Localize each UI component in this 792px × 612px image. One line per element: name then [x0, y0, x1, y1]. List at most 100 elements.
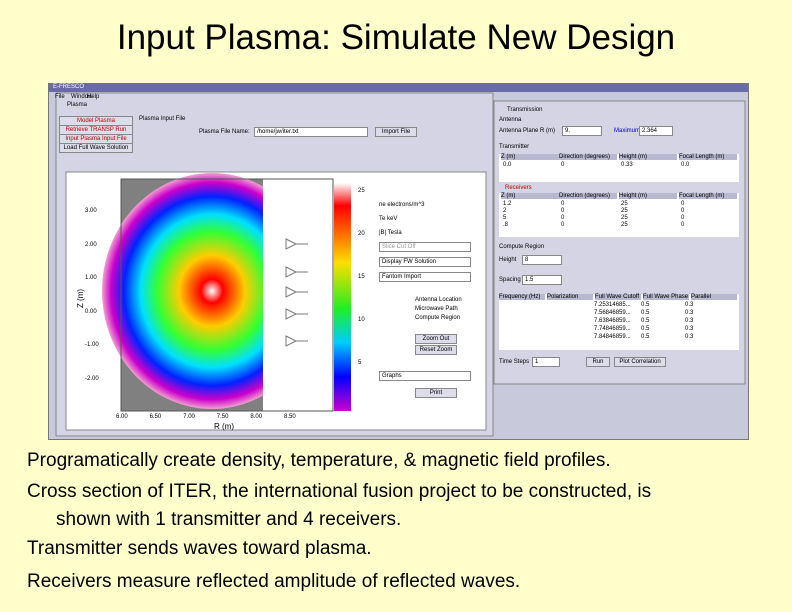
section-label: Receivers [505, 185, 532, 191]
radio-option[interactable]: Te keV [379, 216, 398, 222]
plot-margin [263, 179, 333, 411]
table-cell: 0.3 [685, 326, 694, 332]
height-label: Height [499, 257, 517, 263]
table-cell: 0 [681, 222, 685, 228]
antennas [285, 238, 308, 347]
plasma-button[interactable]: Load Full Wave Solution [59, 143, 133, 153]
table-cell: 0.3 [685, 310, 694, 316]
time-steps-label: Time Steps [499, 359, 530, 365]
y-tick-label: 1.00 [85, 275, 97, 282]
menu-item[interactable]: File [55, 94, 65, 100]
plot-border [120, 178, 334, 412]
table-cell: 2 [503, 208, 507, 214]
column-header: Focal Length (m) [679, 154, 737, 160]
table-cell: 7.84846859... [594, 334, 631, 340]
bullet-text: shown with 1 transmitter and 4 receivers… [56, 509, 402, 530]
dropdown[interactable]: Fantom Import [379, 272, 471, 282]
colorbar [334, 183, 351, 411]
y-tick-label: 2.00 [85, 241, 97, 248]
y-tick-label: 3.00 [85, 208, 97, 214]
dropdown[interactable]: Display FW Solution [379, 257, 471, 267]
file-field[interactable]: /home/jw/iter.txt [254, 127, 368, 137]
maximum-label: Maximum [614, 128, 641, 134]
column-header: Polarization [547, 294, 593, 300]
column-header: Height (m) [619, 154, 677, 160]
section-label: Antenna [499, 117, 522, 123]
table-cell: 0.0 [503, 162, 512, 168]
import-button[interactable]: Import File [375, 127, 417, 137]
bullet-text: Programatically create density, temperat… [27, 450, 611, 471]
x-tick-label: 7.00 [183, 414, 195, 420]
table-cell: 0.5 [641, 334, 650, 340]
bullet-text: Cross section of ITER, the international… [27, 481, 652, 502]
checkbox[interactable]: Compute Region [415, 315, 461, 321]
column-header: Direction (degrees) [559, 193, 617, 199]
column-header: Height (m) [619, 193, 677, 199]
run-button[interactable]: Run [586, 357, 610, 367]
table-cell: 7.63846859... [594, 318, 631, 324]
table-cell: 0.33 [621, 162, 633, 168]
title-bar [49, 84, 748, 92]
table-cell: .8 [503, 222, 509, 228]
table-cell: 25 [621, 208, 628, 214]
table-cell: 0 [561, 215, 565, 221]
table-cell: 0 [681, 201, 685, 207]
y-tick-label: 0.00 [85, 308, 97, 315]
table-cell: 0 [561, 222, 565, 228]
column-header: Parallel [691, 294, 737, 300]
app-screenshot: E-FRESCO File Window Help Plasma Model Plasma… [48, 83, 749, 440]
table-cell: 0.3 [685, 302, 694, 308]
menu-item[interactable]: Window [71, 94, 93, 100]
colorbar-label: 25 [358, 188, 365, 194]
radio-option[interactable]: |B| Tesla [379, 230, 402, 236]
section-label: Transmitter [499, 144, 530, 150]
column-header: Z (m) [501, 154, 559, 160]
zoom-button[interactable]: Zoom Out [415, 334, 457, 344]
dropdown[interactable]: Slice Cut Off [379, 242, 471, 252]
table-bg [499, 193, 739, 237]
table-cell: 25 [621, 222, 628, 228]
table-cell: 0 [561, 162, 565, 168]
menu-item[interactable]: Help [87, 94, 100, 100]
plot-correlation-button[interactable]: Plot Correlation [614, 357, 666, 367]
x-tick-label: 8.50 [284, 414, 296, 420]
table-cell: 0.3 [685, 334, 694, 340]
colorbar-label: 5 [358, 360, 362, 366]
slide-title: Input Plasma: Simulate New Design [116, 18, 676, 57]
radio-option[interactable]: ne electrons/m^3 [379, 202, 425, 208]
table-cell: 1.2 [503, 201, 512, 207]
y-tick-label: -1.00 [85, 342, 99, 349]
x-tick-label: 6.00 [116, 414, 128, 420]
x-axis-label: R (m) [214, 422, 234, 431]
checkbox[interactable]: Microwave Path [415, 306, 458, 312]
print-button[interactable]: Print [415, 388, 457, 398]
window-title: E-FRESCO [53, 84, 85, 90]
checkbox[interactable]: Antenna Location [415, 297, 462, 303]
table-cell: 25 [621, 201, 628, 207]
table-cell: 0.5 [641, 310, 650, 316]
table-cell: 0.3 [685, 318, 694, 324]
section-label: Compute Region [499, 244, 545, 250]
table-cell: 0 [681, 215, 685, 221]
bullet-text: Transmitter sends waves toward plasma. [27, 538, 372, 559]
file-label: Plasma File Name: [199, 129, 250, 135]
y-axis-label: Z (m) [76, 288, 86, 309]
table-cell: 0.5 [641, 318, 650, 324]
table-cell: 7.25314685... [594, 302, 631, 308]
colorbar-label: 10 [358, 317, 365, 323]
antenna-field[interactable]: 9. [562, 126, 602, 136]
colorbar-label: 20 [358, 231, 365, 237]
graphs-dropdown[interactable]: Graphs [379, 371, 471, 381]
panel-title: Plasma [67, 102, 88, 108]
zoom-button[interactable]: Reset Zoom [415, 345, 457, 355]
table-cell: 0.5 [641, 326, 650, 332]
column-header: Frequency (Hz) [499, 294, 545, 300]
table-cell: 0 [561, 208, 565, 214]
column-header: Full Wave Phase [643, 294, 689, 300]
spacing-field[interactable]: 1.5 [522, 275, 562, 285]
height-field[interactable]: 8 [522, 255, 562, 265]
table-cell: 0.0 [681, 162, 690, 168]
table-cell: 0 [561, 201, 565, 207]
time-steps-field[interactable]: 1 [532, 357, 560, 367]
